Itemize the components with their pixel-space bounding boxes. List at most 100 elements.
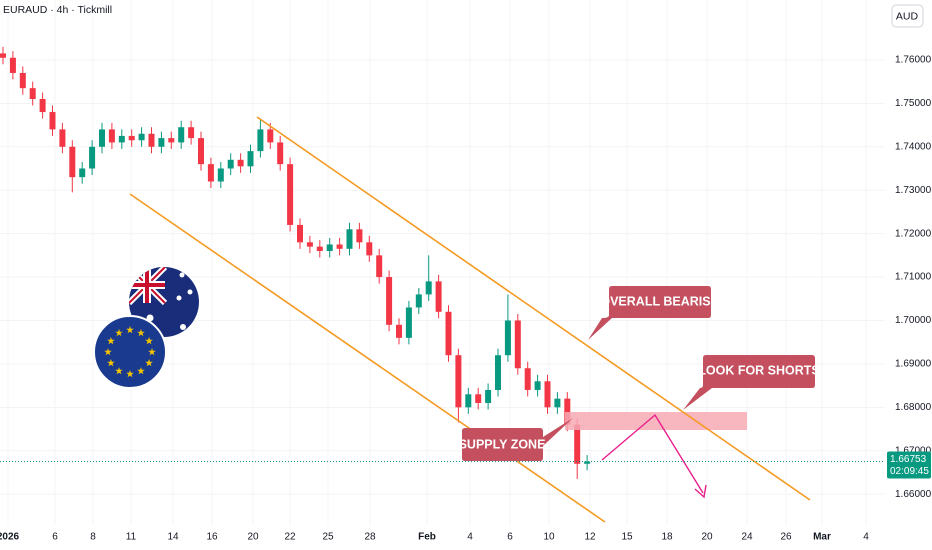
x-tick-label: 16 [206, 532, 218, 543]
eu-star [126, 370, 134, 378]
x-tick-label: 26 [780, 532, 792, 543]
y-tick-label: 1.71000 [895, 272, 932, 283]
callout-text: LOOK FOR SHORTS [698, 363, 820, 377]
candle-body [316, 246, 323, 251]
x-tick-label: 24 [741, 532, 753, 543]
currency[interactable]: AUD [896, 10, 919, 22]
eu-star [137, 367, 145, 375]
candle-body [425, 281, 432, 295]
candle-body [89, 146, 96, 169]
countdown: 02:09:45 [890, 466, 929, 477]
candle-body [108, 129, 115, 143]
y-tick-label: 1.66000 [895, 489, 932, 500]
symbol-title: EURAUD · 4h · Tickmill [3, 4, 112, 16]
candle-body [386, 277, 393, 325]
callout: LOOK FOR SHORTS [683, 355, 820, 410]
eu-star [107, 337, 115, 345]
candle-body [158, 138, 165, 147]
candle-body [405, 307, 412, 338]
x-tick-label: 4 [467, 532, 473, 543]
x-tick-label: Mar [813, 532, 831, 543]
candle-body [356, 229, 363, 243]
y-tick-label: 1.68000 [895, 402, 932, 413]
supply-zone [565, 412, 747, 430]
candle-body [138, 133, 145, 141]
candle-body [524, 368, 531, 390]
x-axis: 2026 6 8 11 14 16 20 22 25 28 Feb 4 6 10 12 15 18 20 24 26 M… [0, 532, 869, 543]
candle-body [198, 138, 204, 165]
x-tick-label: 20 [701, 532, 713, 543]
candle-body [435, 281, 442, 312]
candle-body [227, 159, 234, 169]
time-axis [0, 525, 885, 550]
eu-star [145, 337, 153, 345]
candle-body [554, 398, 561, 408]
currency-button[interactable] [891, 4, 924, 28]
y-tick-label: 1.73000 [895, 185, 932, 196]
candles [0, 46, 591, 479]
candle-body [79, 168, 86, 178]
callout: SUPPLY ZONE [459, 418, 573, 461]
candle-body [415, 294, 422, 308]
candle-body [188, 127, 195, 139]
candle-body [49, 112, 56, 130]
candle-body [396, 324, 402, 338]
candle-body [29, 88, 36, 100]
y-tick-label: 1.70000 [895, 315, 932, 326]
candle-body [445, 311, 452, 356]
x-tick-label: 18 [661, 532, 673, 543]
candle-body [584, 461, 591, 464]
y-tick-label: 1.67000 [895, 445, 932, 456]
candle-body [267, 129, 274, 143]
candle-body [574, 424, 581, 464]
x-tick-label: 25 [322, 532, 334, 543]
candle-body [455, 355, 462, 408]
candle-body [0, 53, 6, 58]
x-tick-label: 6 [507, 532, 513, 543]
x-tick-label: 12 [584, 532, 596, 543]
candle-body [514, 320, 521, 369]
candle-body [336, 244, 343, 249]
x-tick-label: 10 [543, 532, 555, 543]
eu-star [115, 367, 123, 375]
projection [601, 413, 704, 494]
y-tick-label: 1.72000 [895, 228, 932, 239]
x-tick-label: Feb [418, 532, 436, 543]
candle-body [326, 244, 333, 251]
x-tick-label: 15 [621, 532, 633, 543]
eu-star [145, 359, 153, 367]
x-tick-label: 22 [284, 532, 296, 543]
eu-star [137, 328, 145, 337]
candle-body [178, 127, 185, 143]
candle-body [237, 159, 244, 167]
candle-body [168, 138, 175, 143]
x-tick-label: 20 [247, 532, 259, 543]
y-tick-label: 1.76000 [895, 55, 932, 66]
candle-body [297, 224, 303, 243]
x-tick-label: 28 [364, 532, 376, 543]
candle-body [475, 394, 482, 403]
x-tick-label: 2026 [0, 532, 20, 543]
candle-body [277, 142, 284, 165]
callout: OVERALL BEARISH [588, 286, 720, 340]
projection-arrow [694, 484, 707, 499]
candle-body [287, 164, 294, 225]
eu-star [115, 328, 123, 337]
y-tick-label: 1.75000 [895, 98, 932, 109]
callout-text: SUPPLY ZONE [459, 437, 546, 451]
candle-body [217, 168, 224, 182]
x-tick-label: 4 [863, 532, 869, 543]
candle-body [376, 255, 383, 278]
last-price-box [887, 451, 931, 479]
candle-body [59, 129, 66, 147]
candle-body [346, 229, 353, 249]
eu-star [148, 348, 156, 356]
candle-body [257, 129, 264, 152]
x-tick-label: 6 [52, 532, 58, 543]
candle-body [485, 389, 492, 403]
channel-upper [256, 116, 811, 501]
candle-body [366, 242, 373, 256]
candle-body [306, 242, 313, 247]
channel-lower [129, 193, 606, 523]
